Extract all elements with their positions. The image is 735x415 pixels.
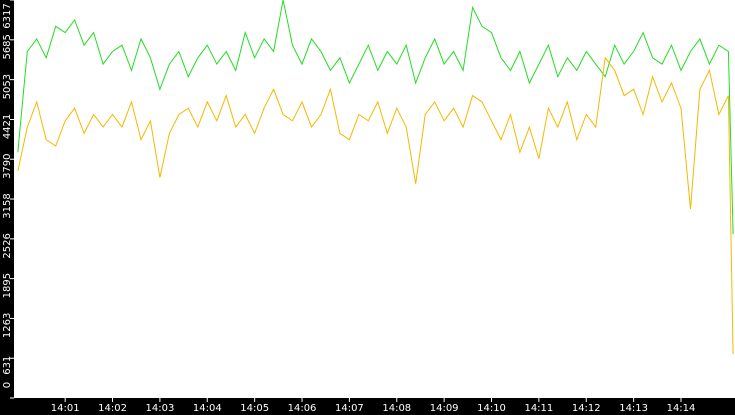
x-tick-label: 14:02 [98, 403, 127, 414]
x-axis-strip [0, 398, 735, 415]
x-tick-label: 14:08 [382, 403, 411, 414]
x-tick-label: 14:04 [193, 403, 222, 414]
y-tick-label: 5053 [2, 74, 13, 99]
x-tick-label: 14:03 [145, 403, 174, 414]
y-tick-label: 5685 [2, 34, 13, 59]
x-tick-label: 14:10 [477, 403, 506, 414]
y-tick-label: 1895 [2, 273, 13, 298]
x-tick-label: 14:01 [51, 403, 80, 414]
y-tick-label: 1263 [2, 313, 13, 338]
x-tick-label: 14:12 [572, 403, 601, 414]
y-axis-strip [0, 0, 14, 415]
series-line [17, 56, 734, 354]
x-tick-label: 14:14 [667, 403, 696, 414]
x-tick-label: 14:07 [335, 403, 364, 414]
x-tick-label: 14:05 [240, 403, 269, 414]
y-tick-label: 0 [2, 382, 13, 388]
y-tick-label: 6317 [2, 3, 13, 28]
y-tick-label: 2526 [2, 233, 13, 258]
series-line [17, 0, 734, 235]
y-tick-label: 4421 [2, 114, 13, 139]
y-tick-label: 3790 [2, 153, 13, 178]
x-tick-label: 14:06 [288, 403, 317, 414]
y-tick-label: 3158 [2, 193, 13, 218]
plot-area [14, 0, 735, 398]
y-tick-label: 631 [2, 356, 13, 375]
x-tick-label: 14:09 [430, 403, 459, 414]
x-tick-label: 14:11 [524, 403, 553, 414]
x-tick-label: 14:13 [619, 403, 648, 414]
